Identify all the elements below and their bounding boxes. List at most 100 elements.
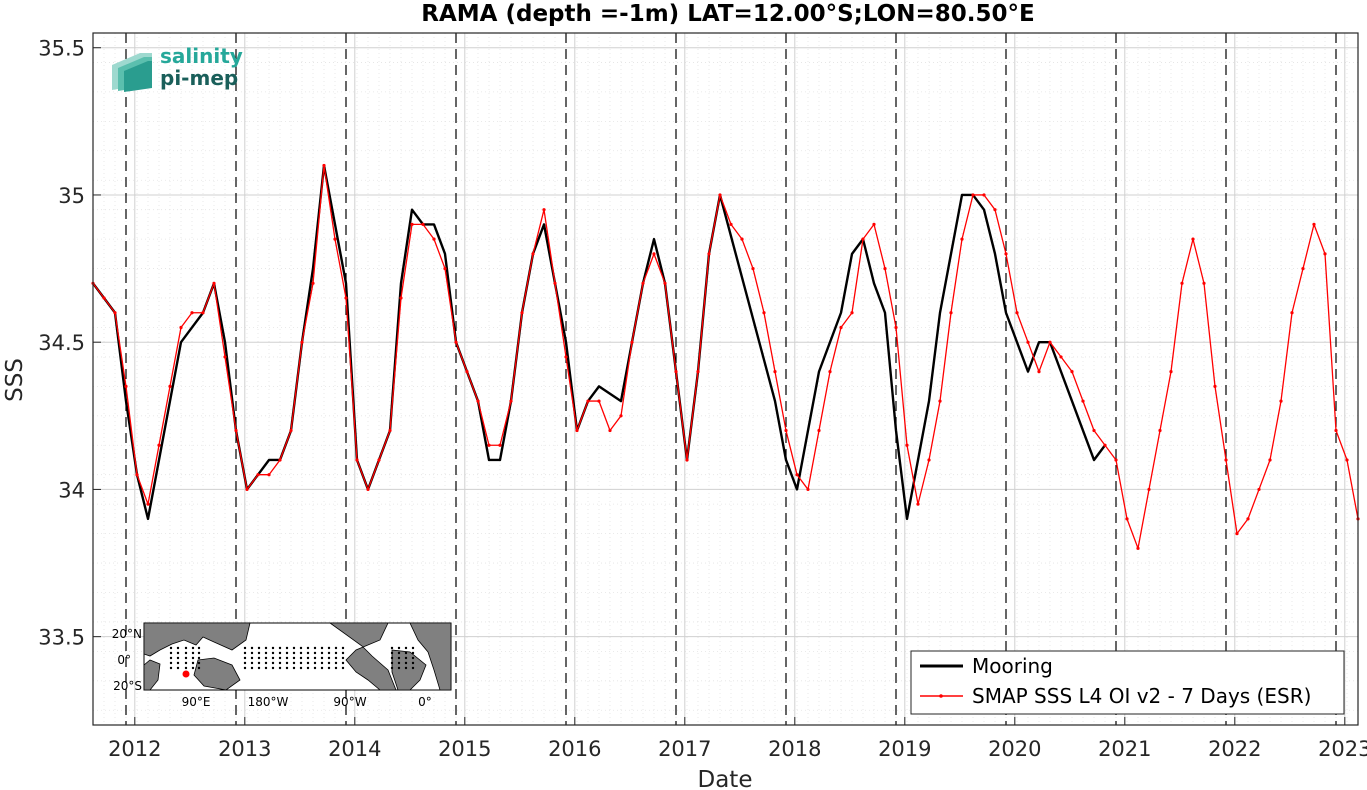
inset-mooring-dot	[390, 646, 394, 650]
smap-data-point	[322, 163, 326, 168]
chart-title: RAMA (depth =-1m) LAT=12.00°S;LON=80.50°…	[421, 1, 1034, 27]
inset-mooring-dot	[299, 646, 303, 650]
smap-data-point	[443, 266, 447, 271]
inset-mooring-dot	[271, 666, 275, 670]
inset-mooring-dot	[191, 651, 195, 655]
inset-mooring-dot	[257, 651, 261, 655]
smap-data-point	[927, 458, 931, 462]
inset-mooring-dot	[184, 651, 188, 655]
smap-data-point	[344, 296, 348, 300]
inset-mooring-dot	[285, 666, 289, 670]
logo-icon	[112, 53, 152, 92]
smap-data-point	[586, 399, 590, 403]
smap-data-point	[124, 384, 128, 388]
smap-data-point	[1026, 340, 1030, 344]
smap-data-point	[806, 487, 810, 492]
inset-mooring-dot	[250, 651, 254, 655]
inset-mooring-dot	[243, 656, 247, 660]
inset-mooring-dot	[292, 661, 296, 665]
smap-data-point	[872, 222, 876, 227]
smap-data-point	[289, 428, 293, 433]
inset-mooring-dot	[334, 646, 338, 650]
inset-mooring-dot	[299, 656, 303, 660]
smap-data-point	[520, 311, 524, 315]
x-tick-label: 2015	[438, 737, 491, 761]
smap-data-point	[685, 458, 689, 462]
inset-mooring-dot	[341, 656, 345, 660]
x-tick-label: 2019	[878, 737, 931, 761]
inset-mooring-dot	[390, 666, 394, 670]
smap-data-point	[751, 266, 755, 271]
y-tick-label: 35.5	[38, 37, 85, 61]
inset-mooring-dot	[250, 661, 254, 665]
inset-lat-label: 20°S	[113, 679, 142, 693]
inset-mooring-dot	[327, 666, 331, 670]
inset-mooring-dot	[327, 656, 331, 660]
legend-box	[910, 650, 1345, 715]
inset-mooring-dot	[184, 666, 188, 670]
smap-data-point	[1213, 384, 1217, 388]
inset-mooring-dot	[411, 651, 415, 655]
inset-mooring-dot	[176, 646, 180, 650]
smap-data-point	[377, 458, 381, 462]
inset-mooring-dot	[292, 646, 296, 650]
smap-data-point	[1114, 458, 1118, 462]
smap-data-point	[1092, 428, 1096, 433]
x-tick-label: 2021	[1098, 737, 1151, 761]
inset-mooring-dot	[341, 646, 345, 650]
inset-mooring-dot	[271, 646, 275, 650]
inset-mooring-dot	[278, 646, 282, 650]
smap-data-point	[1158, 428, 1162, 433]
inset-mooring-dot	[271, 656, 275, 660]
smap-data-point	[619, 414, 623, 418]
inset-mooring-dot	[243, 646, 247, 650]
inset-mooring-dot	[169, 656, 173, 660]
plot-area	[93, 33, 1358, 725]
smap-data-point	[1268, 458, 1272, 462]
inset-mooring-dot	[397, 666, 401, 670]
smap-data-point	[487, 443, 491, 447]
smap-data-point	[1103, 443, 1107, 447]
year-marker-lines	[125, 33, 1337, 725]
inset-mooring-dot	[320, 651, 324, 655]
salinity-pimep-logo: salinity pi-mep	[112, 44, 243, 92]
inset-mooring-dot	[191, 656, 195, 660]
smap-data-point	[509, 399, 513, 403]
inset-mooring-dot	[169, 651, 173, 655]
smap-data-point	[960, 237, 964, 241]
smap-data-point	[1345, 458, 1349, 462]
inset-mooring-dot	[320, 646, 324, 650]
smap-data-point	[278, 458, 282, 462]
smap-data-point	[190, 311, 194, 315]
inset-mooring-dot	[176, 666, 180, 670]
x-tick-label: 2013	[218, 737, 271, 761]
inset-map: 20°N 0° 20°S 90°E 180°W 90°W 0°	[112, 622, 452, 709]
inset-mooring-dot	[264, 661, 268, 665]
plot-frame	[92, 32, 1359, 726]
smap-data-point	[641, 281, 645, 285]
smap-data-point	[1059, 355, 1063, 359]
smap-data-point	[223, 355, 227, 359]
smap-data-point	[366, 487, 370, 492]
smap-data-point	[1147, 487, 1151, 492]
inset-mooring-dot	[278, 661, 282, 665]
x-tick-label: 2022	[1208, 737, 1261, 761]
inset-mooring-dot	[299, 661, 303, 665]
smap-data-point	[1180, 281, 1184, 285]
inset-mooring-dot	[264, 656, 268, 660]
inset-mooring-dot	[257, 666, 261, 670]
smap-data-point	[399, 296, 403, 300]
inset-mooring-dot	[313, 646, 317, 650]
inset-mooring-dot	[169, 661, 173, 665]
smap-data-point	[1081, 399, 1085, 403]
inset-lon-label: 180°W	[248, 695, 289, 709]
smap-data-point	[212, 281, 216, 285]
inset-mooring-dot	[197, 656, 201, 660]
inset-mooring-dot	[184, 646, 188, 650]
inset-mooring-dot	[306, 651, 310, 655]
inset-mooring-dot	[306, 646, 310, 650]
inset-mooring-dot	[191, 666, 195, 670]
inset-mooring-dot	[390, 651, 394, 655]
inset-mooring-dot	[327, 661, 331, 665]
